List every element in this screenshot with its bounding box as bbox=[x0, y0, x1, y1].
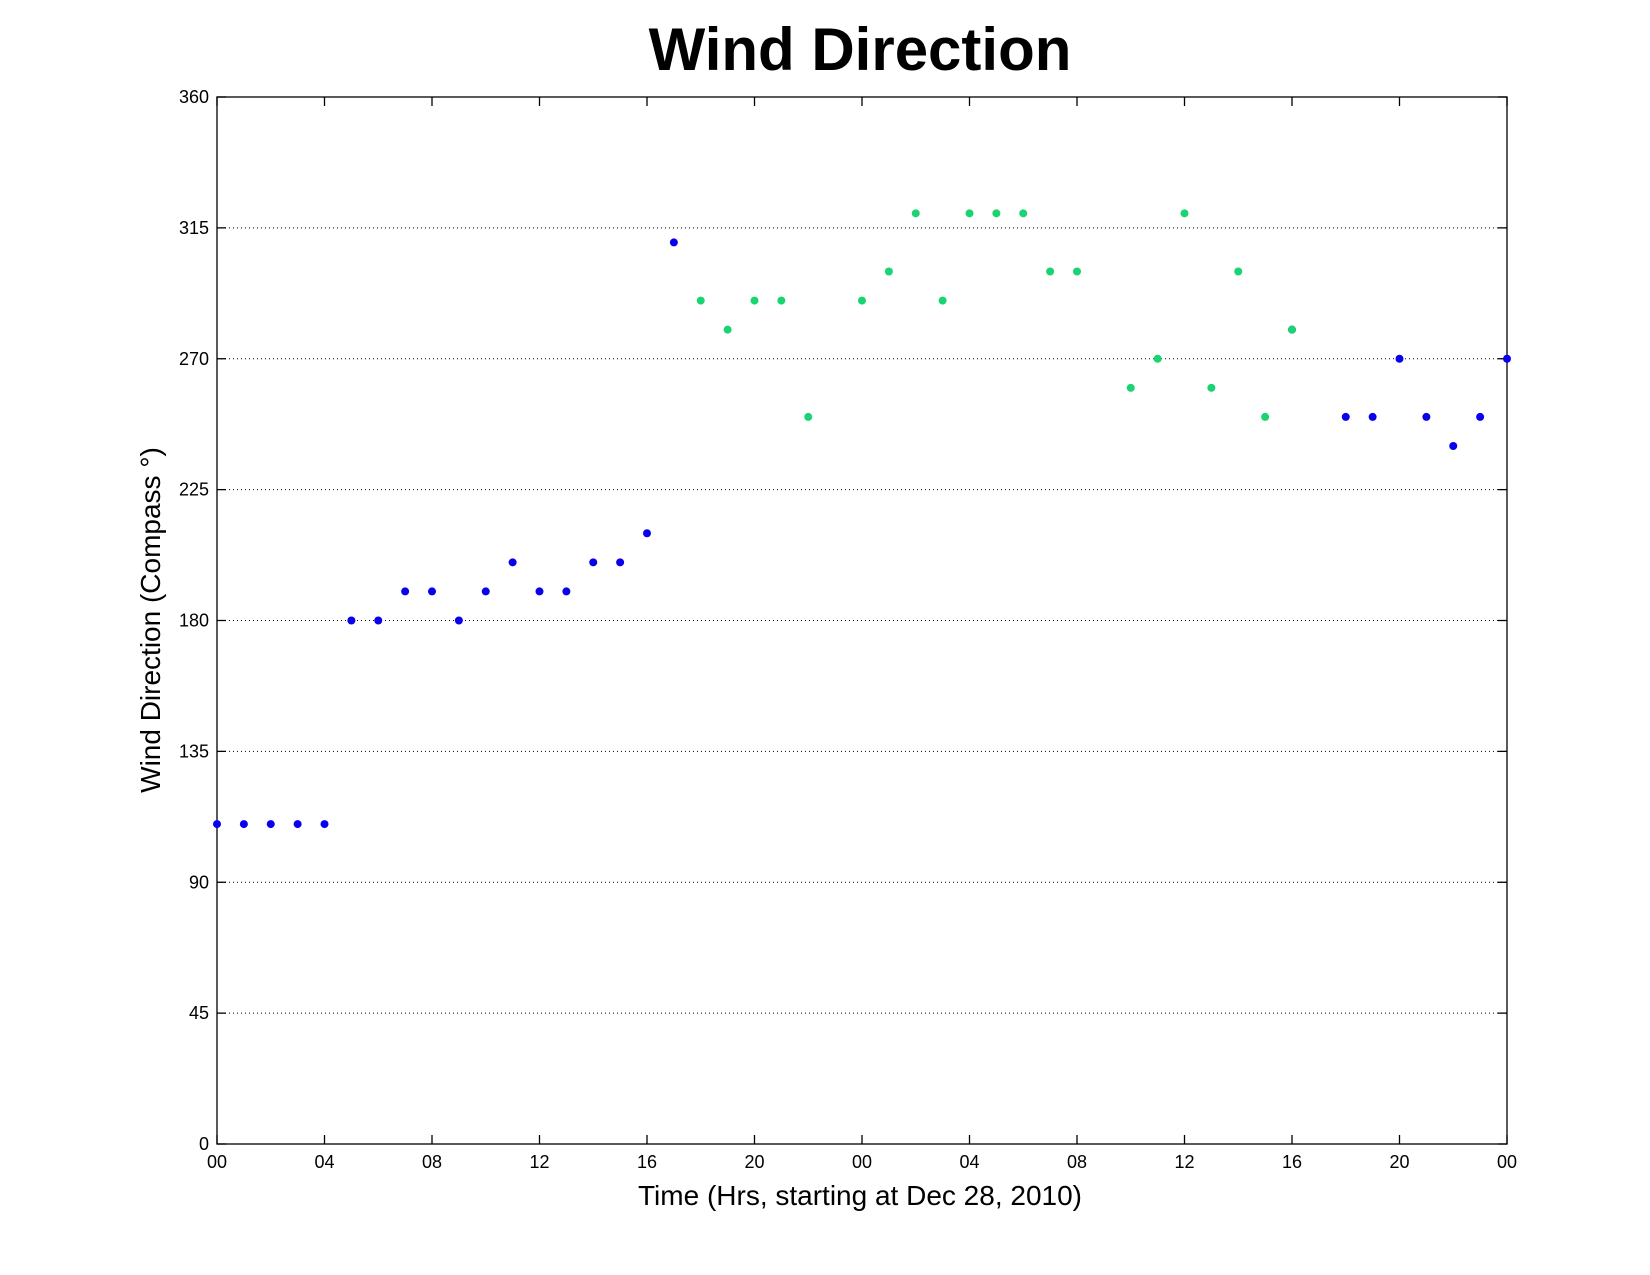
data-point bbox=[374, 616, 383, 625]
data-point bbox=[1207, 383, 1216, 392]
x-tick-label: 00 bbox=[852, 1152, 872, 1172]
data-point bbox=[1234, 267, 1243, 276]
data-point bbox=[1153, 354, 1162, 363]
y-tick-label: 180 bbox=[179, 611, 209, 631]
y-tick-label: 90 bbox=[189, 872, 209, 892]
data-point bbox=[1288, 325, 1296, 334]
x-tick-label: 20 bbox=[1389, 1152, 1409, 1172]
y-tick-label: 270 bbox=[179, 349, 209, 369]
y-tick-label: 135 bbox=[179, 741, 209, 761]
data-point bbox=[1395, 354, 1404, 363]
data-point bbox=[1019, 209, 1028, 218]
data-point bbox=[992, 209, 1001, 218]
y-tick-label: 0 bbox=[199, 1134, 209, 1154]
data-point bbox=[777, 296, 786, 305]
data-point bbox=[535, 587, 544, 596]
y-tick-label: 225 bbox=[179, 480, 209, 500]
x-tick-label: 16 bbox=[637, 1152, 657, 1172]
data-points bbox=[213, 209, 1511, 829]
data-point bbox=[481, 587, 490, 596]
data-point bbox=[401, 587, 410, 596]
x-tick-label: 04 bbox=[314, 1152, 334, 1172]
data-point bbox=[1180, 209, 1189, 218]
y-tick-label: 315 bbox=[179, 218, 209, 238]
data-point bbox=[616, 558, 625, 567]
data-point bbox=[1046, 267, 1055, 276]
data-point bbox=[1126, 383, 1135, 392]
data-point bbox=[1073, 267, 1081, 276]
x-tick-label: 00 bbox=[1497, 1152, 1517, 1172]
data-point bbox=[965, 209, 974, 218]
y-tick-labels: 0 45 90 135 180 225 270 315 360 bbox=[179, 87, 209, 1154]
data-point bbox=[347, 616, 356, 625]
data-point bbox=[858, 296, 866, 305]
data-point bbox=[723, 325, 732, 334]
x-tick-label: 00 bbox=[207, 1152, 227, 1172]
y-tick-label: 45 bbox=[189, 1003, 209, 1023]
data-point bbox=[911, 209, 920, 218]
data-point bbox=[293, 820, 302, 829]
data-point bbox=[1368, 412, 1377, 421]
y-axis-label: Wind Direction (Compass °) bbox=[135, 447, 166, 793]
data-point bbox=[1341, 412, 1350, 421]
data-point bbox=[562, 587, 571, 596]
data-point bbox=[239, 820, 248, 829]
data-point bbox=[884, 267, 893, 276]
data-point bbox=[1476, 412, 1485, 421]
data-point bbox=[643, 529, 651, 538]
data-point bbox=[1503, 354, 1511, 363]
data-point bbox=[589, 558, 598, 567]
data-point bbox=[1422, 412, 1431, 421]
x-tick-label: 20 bbox=[744, 1152, 764, 1172]
data-point bbox=[669, 238, 678, 247]
data-point bbox=[750, 296, 759, 305]
x-tick-label: 12 bbox=[1174, 1152, 1194, 1172]
data-point bbox=[696, 296, 705, 305]
data-point bbox=[1449, 442, 1458, 450]
chart-title: Wind Direction bbox=[649, 16, 1072, 83]
x-axis-label: Time (Hrs, starting at Dec 28, 2010) bbox=[638, 1180, 1082, 1211]
data-point bbox=[1261, 412, 1270, 421]
data-point bbox=[320, 820, 329, 829]
x-tick-label: 08 bbox=[1067, 1152, 1087, 1172]
x-tick-label: 08 bbox=[422, 1152, 442, 1172]
data-point bbox=[804, 412, 813, 421]
x-tick-labels: 00 04 08 12 16 20 00 04 08 12 16 20 00 bbox=[207, 1152, 1517, 1172]
data-point bbox=[454, 616, 463, 625]
x-tick-label: 16 bbox=[1282, 1152, 1302, 1172]
grid-lines bbox=[217, 227, 1507, 1014]
data-point bbox=[938, 296, 947, 305]
x-tick-label: 12 bbox=[529, 1152, 549, 1172]
data-point bbox=[266, 820, 275, 829]
x-tick-label: 04 bbox=[959, 1152, 979, 1172]
data-point bbox=[213, 820, 221, 829]
data-point bbox=[428, 587, 436, 596]
data-point bbox=[508, 558, 517, 567]
y-tick-label: 360 bbox=[179, 87, 209, 107]
axis-ticks bbox=[216, 96, 1508, 1145]
